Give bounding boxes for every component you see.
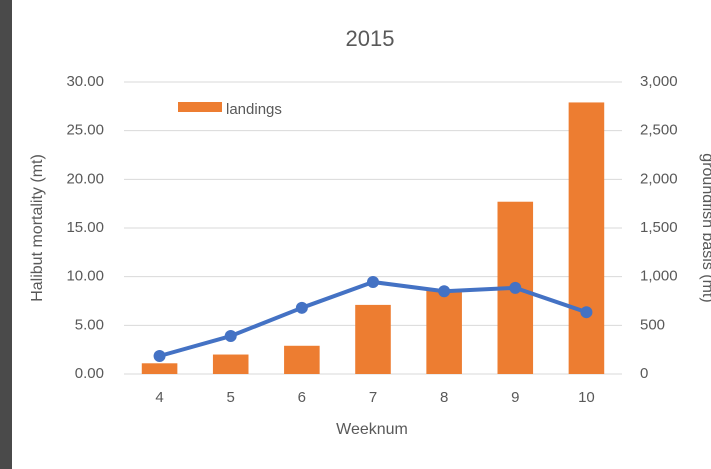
y-tick-label: 30.00 [66, 73, 104, 90]
x-tick-label: 5 [227, 389, 235, 406]
y2-axis-label: groundfish basis (mt) [699, 153, 711, 302]
window-edge [0, 0, 12, 469]
y2-tick-label: 0 [640, 365, 648, 382]
line-point [295, 301, 308, 314]
x-tick-label: 9 [511, 389, 519, 406]
y2-tick-label: 3,000 [640, 73, 678, 90]
y2-tick-label: 2,500 [640, 122, 678, 139]
x-tick-label: 10 [578, 389, 595, 406]
bar [355, 304, 391, 374]
chart-title: 2015 [346, 26, 395, 51]
x-tick-label: 7 [369, 389, 377, 406]
line-point [224, 330, 237, 343]
y-axis-label: Halibut mortality (mt) [29, 154, 46, 302]
line-point [580, 306, 593, 319]
legend-label: landings [226, 101, 282, 118]
bar [426, 290, 462, 374]
y-tick-label: 25.00 [66, 122, 104, 139]
x-tick-label: 8 [440, 389, 448, 406]
y-tick-label: 0.00 [75, 365, 104, 382]
line-point [509, 281, 522, 294]
legend-swatch [178, 102, 222, 112]
line-point [438, 285, 451, 298]
y-tick-label: 20.00 [66, 170, 104, 187]
y2-tick-label: 500 [640, 316, 665, 333]
line-point [367, 276, 379, 289]
x-axis-label: Weeknum [336, 421, 408, 438]
bar [284, 345, 320, 374]
y-tick-label: 10.00 [66, 268, 104, 285]
x-tick-label: 6 [298, 389, 306, 406]
bar [212, 354, 249, 374]
y2-tick-label: 2,000 [640, 170, 678, 187]
y2-tick-label: 1,500 [640, 219, 678, 236]
line-point [153, 349, 166, 362]
y-tick-label: 15.00 [66, 219, 104, 236]
bar [141, 363, 178, 374]
y2-tick-label: 1,000 [640, 268, 678, 285]
bar [568, 102, 605, 374]
x-tick-label: 4 [155, 389, 163, 406]
y-tick-label: 5.00 [75, 316, 104, 333]
